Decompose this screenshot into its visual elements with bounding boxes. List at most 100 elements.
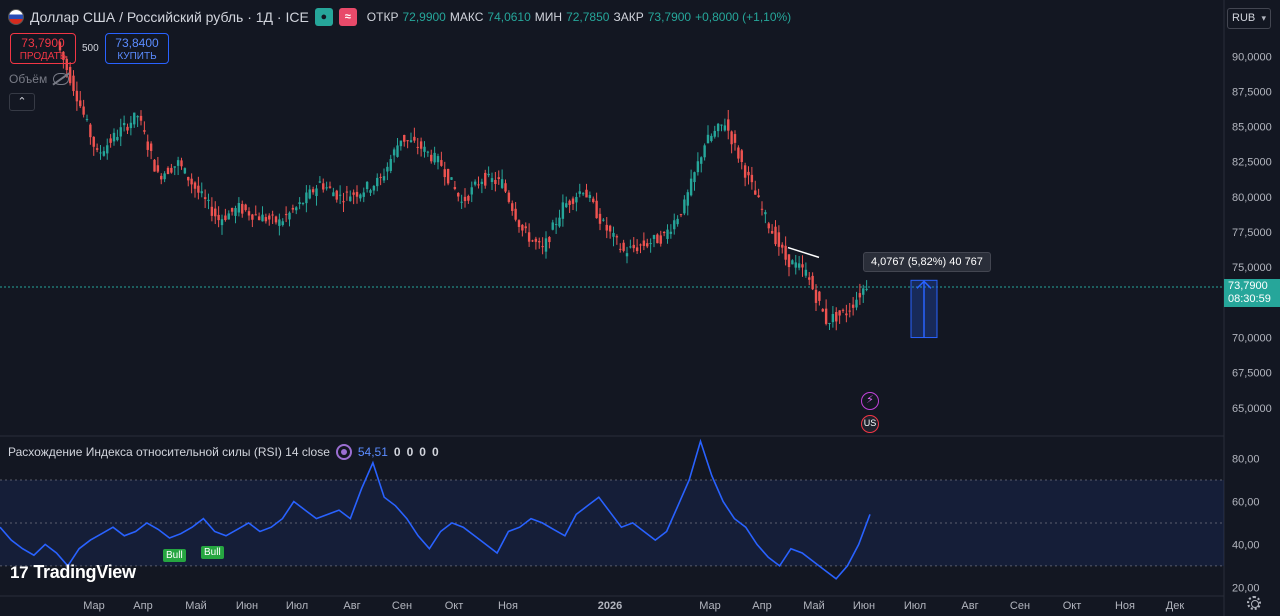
order-quantity[interactable]: 500 xyxy=(82,43,99,54)
candle-body xyxy=(369,190,372,193)
candle-body xyxy=(683,199,686,214)
price-tick-label: 67,5000 xyxy=(1232,368,1272,380)
candle-body xyxy=(808,277,811,280)
us-flag-icon[interactable]: US xyxy=(861,415,879,433)
candle-body xyxy=(662,231,666,234)
time-tick-label: Дек xyxy=(1166,600,1185,612)
bull-badge[interactable]: Bull xyxy=(201,546,224,559)
candle-body xyxy=(112,132,116,142)
candle-body xyxy=(652,235,656,239)
gear-icon[interactable] xyxy=(1247,596,1261,610)
candle-body xyxy=(463,196,467,202)
bar-countdown: 08:30:59 xyxy=(1228,293,1271,305)
last-price-value: 73,7900 xyxy=(1228,280,1268,292)
candle-body xyxy=(494,179,497,185)
candle-body xyxy=(207,199,210,202)
candle-body xyxy=(244,204,247,211)
candle-body xyxy=(723,125,727,131)
candle-body xyxy=(500,179,504,188)
candle-body xyxy=(65,58,68,71)
candle-body xyxy=(716,123,720,132)
candle-body xyxy=(794,262,797,268)
time-tick-label: Мар xyxy=(83,600,105,612)
candle-body xyxy=(862,288,865,295)
bull-badge[interactable]: Bull xyxy=(163,549,186,562)
price-tick-label: 65,0000 xyxy=(1232,403,1272,415)
candle-body xyxy=(99,152,102,154)
candle-body xyxy=(544,238,548,252)
candle-body xyxy=(804,269,808,276)
candle-body xyxy=(679,214,683,216)
flash-icon[interactable]: ⚡ xyxy=(861,392,879,410)
compare-icon[interactable]: ≈ xyxy=(338,8,357,26)
symbol-title[interactable]: Доллар США / Российский рубль · 1Д · ICE xyxy=(30,9,309,25)
candle-body xyxy=(673,220,676,230)
candle-series xyxy=(58,41,868,331)
candle-body xyxy=(170,167,173,173)
buy-button[interactable]: 73,8400 КУПИТЬ xyxy=(105,33,169,64)
candle-body xyxy=(811,275,814,290)
measure-tool[interactable] xyxy=(910,279,938,339)
tradingview-watermark[interactable]: 17 TradingView xyxy=(10,562,136,583)
candle-body xyxy=(278,219,281,226)
candle-body xyxy=(497,177,500,180)
candle-body xyxy=(224,215,227,221)
rsi-zero-3: 0 xyxy=(419,445,426,459)
price-axis[interactable]: 90,0000 87,5000 85,0000 82,5000 80,0000 77,50… xyxy=(1232,51,1272,415)
high-value: 74,0610 xyxy=(487,10,531,24)
candle-body xyxy=(534,238,538,242)
candle-body xyxy=(619,248,622,250)
candle-body xyxy=(79,100,82,107)
rsi-legend[interactable]: Расхождение Индекса относительной силы (… xyxy=(8,444,439,460)
candle-body xyxy=(409,140,413,143)
volume-legend[interactable]: Объём xyxy=(9,72,70,86)
collapse-icon[interactable]: ⌃ xyxy=(9,93,35,111)
candle-body xyxy=(166,167,170,175)
candle-body xyxy=(706,134,710,144)
candle-body xyxy=(858,293,862,298)
candle-body xyxy=(197,185,200,193)
candle-body xyxy=(747,171,750,176)
rsi-tick-label: 80,00 xyxy=(1232,453,1260,465)
eye-off-icon[interactable] xyxy=(53,73,70,85)
rsi-settings-icon[interactable] xyxy=(335,444,352,460)
candle-body xyxy=(133,112,136,125)
candle-body xyxy=(565,203,568,208)
candle-body xyxy=(247,211,251,216)
candle-body xyxy=(585,189,588,198)
candle-body xyxy=(598,213,602,224)
candle-body xyxy=(720,124,723,126)
candle-body xyxy=(143,130,146,132)
candle-body xyxy=(700,157,703,164)
time-axis[interactable]: Мар Апр Май Июн Июл Авг Сен Окт Ноя 2026 Мар Апр Май… xyxy=(83,600,1184,612)
candle-body xyxy=(787,254,791,268)
candle-body xyxy=(389,158,392,171)
candle-body xyxy=(146,141,149,150)
trend-line[interactable] xyxy=(787,246,820,259)
candle-body xyxy=(743,165,747,178)
time-tick-label: Мар xyxy=(699,600,721,612)
candle-body xyxy=(605,224,608,231)
candle-body xyxy=(237,202,241,213)
time-tick-label: Сен xyxy=(392,600,412,612)
candle-body xyxy=(575,196,578,203)
sell-button[interactable]: 73,7900 ПРОДАТЬ xyxy=(10,33,76,64)
candle-body xyxy=(379,176,382,178)
candle-body xyxy=(382,176,386,181)
visibility-dot-icon[interactable]: ● xyxy=(314,8,333,26)
time-tick-label: Ноя xyxy=(1115,600,1135,612)
candle-body xyxy=(835,312,838,322)
candle-body xyxy=(241,203,244,214)
candle-body xyxy=(190,178,193,185)
candle-body xyxy=(477,184,480,186)
currency-select[interactable]: RUB xyxy=(1227,8,1271,29)
candle-body xyxy=(403,134,406,142)
candle-body xyxy=(281,221,284,226)
candle-body xyxy=(372,185,376,191)
candle-body xyxy=(615,236,619,238)
rsi-tick-label: 60,00 xyxy=(1232,496,1260,508)
time-tick-label: Май xyxy=(185,600,207,612)
candle-body xyxy=(426,151,430,153)
